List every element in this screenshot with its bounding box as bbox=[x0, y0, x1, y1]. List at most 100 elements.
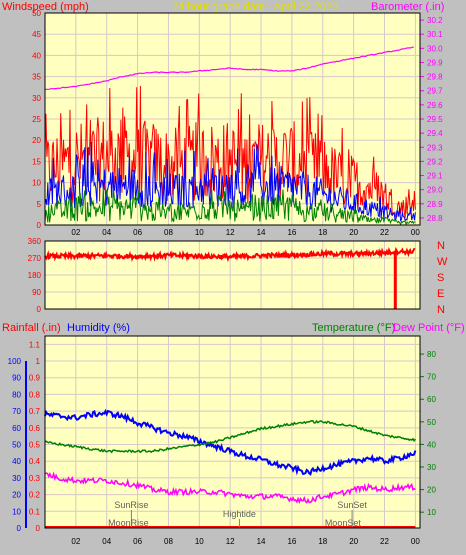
humidity-tick-label: 30 bbox=[12, 474, 21, 483]
barometer-tick-label: 29.1 bbox=[427, 172, 443, 181]
wind-x-tick-label: 02 bbox=[71, 228, 80, 237]
humidity-axis-title: Humidity (%) bbox=[67, 322, 130, 334]
humidity-tick-label: 10 bbox=[12, 507, 21, 516]
barometer-tick-label: 28.9 bbox=[427, 200, 443, 209]
barometer-tick-label: 29.7 bbox=[427, 87, 443, 96]
barometer-tick-label: 29.2 bbox=[427, 157, 443, 166]
barometer-axis-title: Barometer (.in) bbox=[371, 1, 444, 13]
rainfall-tick-label: 0.5 bbox=[29, 441, 41, 450]
wind_avg-line bbox=[44, 141, 416, 222]
windspeed-tick-label: 35 bbox=[32, 73, 41, 82]
barometer-tick-label: 29.9 bbox=[427, 58, 443, 67]
humidity-tick-label: 90 bbox=[12, 374, 21, 383]
event-markers: SunRise MoonRise Hightide SunSet MoonSet bbox=[108, 500, 367, 528]
barometer-tick-label: 29.5 bbox=[427, 115, 443, 124]
dewpoint-axis-title: Dew Point (°F) bbox=[393, 322, 465, 334]
temperature-axis-title: Temperature (°F) bbox=[312, 322, 395, 334]
gust-line bbox=[44, 85, 416, 220]
direction-tick-label: 90 bbox=[32, 288, 41, 297]
rainfall-tick-label: 0.8 bbox=[29, 390, 41, 399]
humidity-ticks: 02 04 06 08 10 12 14 16 18 20 22 0000.10.20.30.40.5… bbox=[8, 340, 437, 546]
moonset-label: MoonSet bbox=[325, 518, 362, 528]
rainfall-tick-label: 0 bbox=[36, 524, 41, 533]
rainfall-axis-title: Rainfall (.in) bbox=[2, 322, 61, 334]
wind-ticks: 02 04 06 08 10 12 14 16 18 20 22 000510152025303540… bbox=[32, 9, 443, 237]
chart-title: 24 hour graph date : April 22 2020 bbox=[172, 1, 338, 13]
wind-series bbox=[44, 46, 416, 226]
humidity-plot-area bbox=[45, 336, 420, 528]
barometer-line bbox=[44, 46, 414, 91]
humidity-x-tick-label: 18 bbox=[318, 537, 327, 546]
windspeed-axis-title: Windspeed (mph) bbox=[2, 1, 89, 13]
wind-x-tick-label: 12 bbox=[226, 228, 235, 237]
temperature-tick-label: 60 bbox=[427, 395, 436, 404]
direction-tick-label: 360 bbox=[28, 237, 42, 246]
humidity-tick-label: 40 bbox=[12, 457, 21, 466]
humidity-x-tick-label: 06 bbox=[133, 537, 142, 546]
wind-x-tick-label: 18 bbox=[318, 228, 327, 237]
humidity-line bbox=[44, 408, 417, 476]
humidity-x-tick-label: 10 bbox=[195, 537, 204, 546]
humidity-tick-label: 20 bbox=[12, 491, 21, 500]
direction-tick-label: 270 bbox=[28, 254, 42, 263]
humidity-x-tick-label: 02 bbox=[71, 537, 80, 546]
humidity-x-tick-label: 00 bbox=[411, 537, 420, 546]
humidity-x-tick-label: 12 bbox=[226, 537, 235, 546]
humidity-tick-label: 80 bbox=[12, 390, 21, 399]
compass-labels: N W S E N bbox=[437, 240, 448, 316]
temperature-tick-label: 40 bbox=[427, 440, 436, 449]
rainfall-tick-label: 0.9 bbox=[29, 374, 41, 383]
barometer-tick-label: 29.4 bbox=[427, 129, 443, 138]
dewpoint-line bbox=[44, 471, 416, 505]
wind-x-tick-label: 06 bbox=[133, 228, 142, 237]
wind-x-tick-label: 04 bbox=[102, 228, 111, 237]
sunrise-label: SunRise bbox=[114, 500, 148, 510]
humidity-x-tick-label: 16 bbox=[287, 537, 296, 546]
windspeed-tick-label: 40 bbox=[32, 51, 41, 60]
rainfall-tick-label: 0.7 bbox=[29, 407, 41, 416]
humidity-tick-label: 50 bbox=[12, 441, 21, 450]
wind-x-tick-label: 16 bbox=[287, 228, 296, 237]
humidity-x-tick-label: 04 bbox=[102, 537, 111, 546]
temperature-tick-label: 50 bbox=[427, 418, 436, 427]
windspeed-tick-label: 10 bbox=[32, 179, 41, 188]
wind-barometer-panel: 02 04 06 08 10 12 14 16 18 20 22 000510152025303540… bbox=[32, 9, 443, 237]
direction-line bbox=[44, 246, 416, 263]
barometer-tick-label: 29.0 bbox=[427, 186, 443, 195]
humidity-x-tick-label: 08 bbox=[164, 537, 173, 546]
moonrise-label: MoonRise bbox=[108, 518, 149, 528]
rainfall-tick-label: 1.1 bbox=[29, 340, 41, 349]
wind-plot-border bbox=[44, 12, 421, 226]
humidity-tick-label: 0 bbox=[17, 524, 22, 533]
windspeed-tick-label: 50 bbox=[32, 9, 41, 18]
humidity-tick-label: 60 bbox=[12, 424, 21, 433]
direction-series bbox=[44, 246, 416, 309]
humidity-x-tick-label: 20 bbox=[349, 537, 358, 546]
wind-x-tick-label: 10 bbox=[195, 228, 204, 237]
wind-x-tick-label: 14 bbox=[257, 228, 266, 237]
barometer-tick-label: 29.3 bbox=[427, 143, 443, 152]
direction-plot-border bbox=[44, 240, 421, 310]
barometer-tick-label: 30.0 bbox=[427, 44, 443, 53]
rainfall-tick-label: 0.6 bbox=[29, 424, 41, 433]
compass-n-bottom: N bbox=[437, 304, 445, 316]
windspeed-tick-label: 25 bbox=[32, 115, 41, 124]
barometer-tick-label: 29.8 bbox=[427, 73, 443, 82]
barometer-tick-label: 30.1 bbox=[427, 30, 443, 39]
temperature-tick-label: 70 bbox=[427, 373, 436, 382]
temperature-tick-label: 30 bbox=[427, 463, 436, 472]
compass-e: E bbox=[437, 288, 444, 300]
barometer-tick-label: 29.6 bbox=[427, 101, 443, 110]
barometer-tick-label: 30.2 bbox=[427, 16, 443, 25]
hightide-label: Hightide bbox=[223, 509, 256, 519]
windspeed-tick-label: 30 bbox=[32, 94, 41, 103]
humidity-plot-border bbox=[44, 335, 421, 529]
windspeed-tick-label: 20 bbox=[32, 136, 41, 145]
compass-w: W bbox=[437, 256, 448, 268]
direction-tick-label: 180 bbox=[28, 271, 42, 280]
humidity-series bbox=[44, 408, 417, 528]
wind-x-tick-label: 20 bbox=[349, 228, 358, 237]
humidity-tick-label: 100 bbox=[8, 357, 22, 366]
humidity-x-tick-label: 22 bbox=[380, 537, 389, 546]
